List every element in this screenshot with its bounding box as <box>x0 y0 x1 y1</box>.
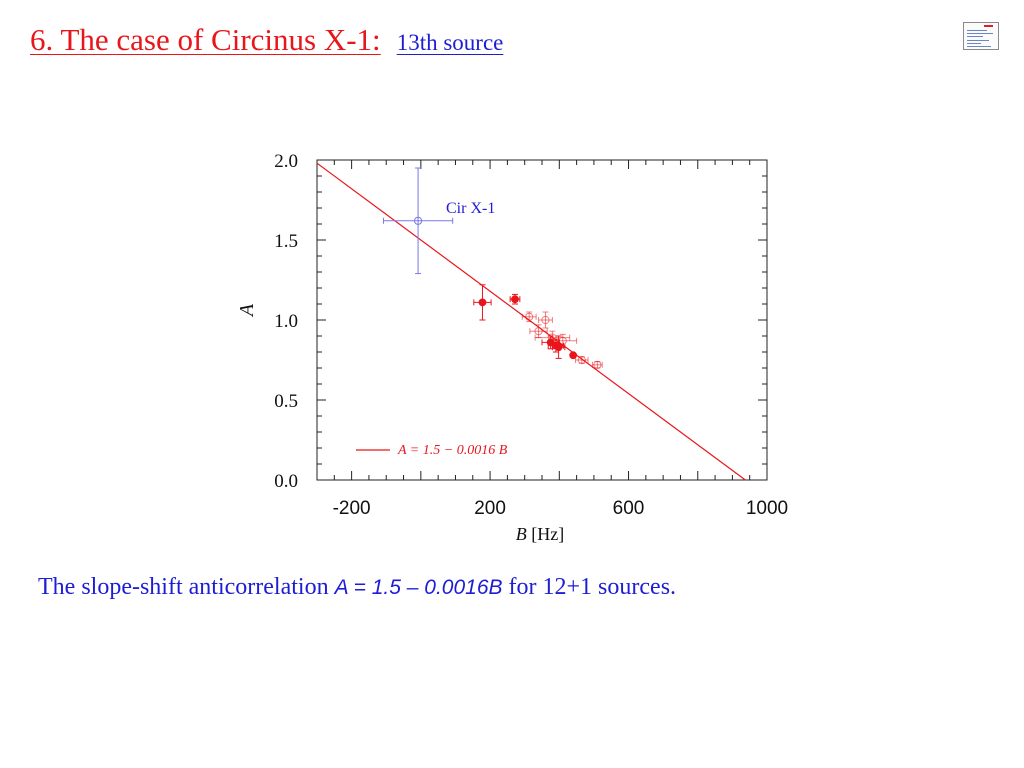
data-point-filled <box>478 298 487 307</box>
x-axis-label: B [Hz] <box>516 524 564 544</box>
slide-title: 6. The case of Circinus X-1: <box>30 22 381 57</box>
caption-prefix: The slope-shift anticorrelation <box>38 574 329 600</box>
data-point-open <box>577 355 586 365</box>
y-tick-label: 0.5 <box>274 391 298 412</box>
cir-x1-annotation: Cir X-1 <box>446 200 495 217</box>
data-point-open <box>534 327 543 336</box>
slide-title-block: 6. The case of Circinus X-1: 13th source <box>30 22 503 58</box>
data-point-open <box>541 315 550 325</box>
x-tick-label: 1000 <box>746 498 788 519</box>
data-point-open <box>593 360 602 369</box>
x-tick-label: -200 <box>333 498 371 519</box>
slide-thumbnail-icon <box>963 22 999 50</box>
data-point-filled <box>511 295 519 304</box>
legend-label: A = 1.5 − 0.0016 B <box>397 443 508 458</box>
x-tick-label: 600 <box>613 498 645 519</box>
y-tick-label: 2.0 <box>274 151 298 172</box>
y-tick-label: 1.0 <box>274 311 298 332</box>
x-tick-label: 200 <box>474 498 506 519</box>
caption-suffix: for 12+1 sources. <box>508 574 677 600</box>
data-point-open <box>558 336 567 345</box>
y-tick-label: 0.0 <box>274 471 298 492</box>
data-point-open <box>525 312 534 321</box>
slide-subtitle: 13th source <box>396 30 504 55</box>
slide-caption: The slope-shift anticorrelation A = 1.5 … <box>38 574 676 601</box>
series-1 <box>521 311 603 369</box>
data-point-open <box>413 216 423 225</box>
series-2 <box>382 167 454 275</box>
y-axis-label: A <box>236 303 258 318</box>
data-point-filled <box>569 351 578 360</box>
y-tick-label: 1.5 <box>274 231 298 252</box>
caption-equation: A = 1.5 – 0.0016B <box>334 576 503 599</box>
